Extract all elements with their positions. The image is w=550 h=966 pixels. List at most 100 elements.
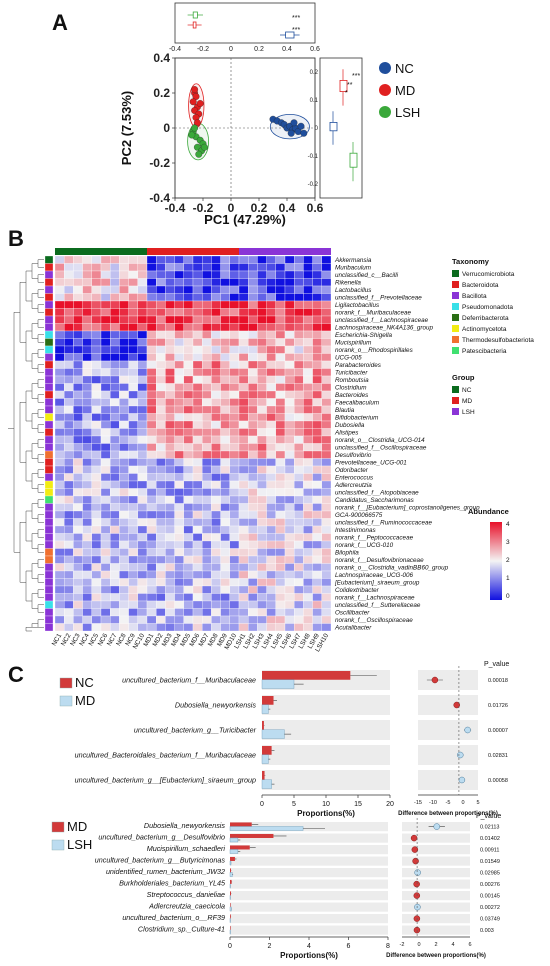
eeb-p-value: 0.00911 bbox=[480, 848, 499, 854]
heatmap-cell bbox=[100, 495, 111, 504]
heatmap-cell bbox=[146, 533, 157, 542]
heatmap-cell bbox=[275, 420, 286, 429]
heatmap-cell bbox=[238, 323, 249, 332]
heatmap-cell bbox=[156, 383, 166, 392]
heatmap-cell bbox=[229, 293, 240, 302]
heatmap-cell bbox=[321, 293, 332, 302]
heatmap-cell bbox=[192, 308, 203, 317]
heatmap-cell bbox=[156, 420, 166, 429]
heatmap-cell bbox=[82, 315, 92, 324]
heatmap-cell bbox=[257, 255, 267, 264]
heatmap-cell bbox=[64, 308, 74, 317]
heatmap-cell bbox=[266, 570, 276, 579]
heatmap-cell bbox=[192, 338, 203, 347]
heatmap-cell bbox=[266, 593, 276, 602]
pca-xtick-label: -0.2 bbox=[193, 201, 214, 215]
heatmap-cell bbox=[64, 398, 74, 407]
heatmap-cell bbox=[146, 345, 157, 354]
heatmap-cell bbox=[128, 450, 138, 459]
heatmap-cell bbox=[100, 435, 111, 444]
group-item: MD bbox=[462, 398, 472, 405]
heatmap-cell bbox=[165, 315, 175, 324]
heatmap-cell bbox=[119, 593, 129, 602]
heatmap-cell bbox=[174, 578, 184, 587]
heatmap-cell bbox=[211, 375, 221, 384]
legend-lsh-dot bbox=[379, 106, 391, 118]
dendro-branch bbox=[31, 443, 38, 459]
heatmap-cell bbox=[284, 548, 295, 557]
dendro-branch bbox=[19, 282, 26, 343]
heatmap-cell bbox=[100, 315, 111, 324]
heatmap-cell bbox=[312, 518, 322, 527]
heatmap-cell bbox=[91, 263, 102, 272]
heatmap-cell bbox=[128, 285, 138, 294]
heatmap-cell bbox=[229, 585, 240, 594]
taxonomy-item: Thermodesulfobacteriota bbox=[462, 337, 534, 344]
eeb-p-value: 0.03749 bbox=[480, 917, 500, 923]
heatmap-cell bbox=[303, 465, 313, 474]
heatmap-cell bbox=[321, 570, 332, 579]
heatmap-cell bbox=[137, 420, 148, 429]
heatmap-cell bbox=[165, 600, 175, 609]
eeb-legend-swatch bbox=[51, 821, 65, 833]
heatmap-cell bbox=[128, 593, 138, 602]
heatmap-cell bbox=[183, 420, 194, 429]
heatmap-cell bbox=[321, 540, 332, 549]
heatmap-cell bbox=[238, 495, 249, 504]
heatmap-cell bbox=[165, 540, 175, 549]
heatmap-cell bbox=[294, 300, 304, 309]
dendro-branch bbox=[25, 330, 32, 362]
heatmap-cell bbox=[156, 593, 166, 602]
heatmap-cell bbox=[202, 503, 212, 512]
heatmap-cell bbox=[137, 585, 148, 594]
heatmap-cell bbox=[146, 255, 157, 264]
eeb-bar-group2 bbox=[229, 906, 232, 912]
heatmap-cell bbox=[202, 585, 212, 594]
heatmap-cell bbox=[128, 330, 138, 339]
heatmap-cell bbox=[165, 345, 175, 354]
heatmap-cell bbox=[238, 353, 249, 362]
heatmap-cell bbox=[183, 285, 194, 294]
heatmap-cell bbox=[137, 383, 148, 392]
heatmap-cell bbox=[54, 383, 65, 392]
heatmap-cell bbox=[257, 285, 267, 294]
taxonomy-swatch bbox=[452, 281, 459, 288]
taxon-label: Lachnospiraceae_UCG-006 bbox=[335, 572, 414, 579]
heatmap-cell bbox=[303, 458, 313, 467]
phylum-cell bbox=[44, 360, 54, 369]
heatmap-cell bbox=[266, 405, 276, 414]
heatmap-cell bbox=[284, 405, 295, 414]
heatmap-cell bbox=[73, 255, 83, 264]
heatmap-cell bbox=[146, 465, 157, 474]
heatmap-cell bbox=[312, 585, 322, 594]
heatmap-cell bbox=[119, 323, 129, 332]
heatmap-cell bbox=[119, 315, 129, 324]
heatmap-cell bbox=[156, 533, 166, 542]
heatmap-cell bbox=[64, 293, 74, 302]
heatmap-cell bbox=[54, 435, 65, 444]
heatmap-cell bbox=[183, 255, 194, 264]
heatmap-cell bbox=[284, 540, 295, 549]
heatmap-cell bbox=[128, 563, 138, 572]
heatmap-cell bbox=[110, 278, 120, 287]
eeb-p-value: 0.00018 bbox=[488, 678, 508, 684]
heatmap-cell bbox=[82, 570, 92, 579]
dendro-branch bbox=[31, 473, 38, 489]
heatmap-cell bbox=[229, 600, 240, 609]
taxon-label: Muribaculum bbox=[335, 265, 371, 272]
taxon-label: norank_o__Clostridia_UCG-014 bbox=[335, 437, 425, 444]
heatmap-cell bbox=[192, 443, 203, 452]
taxon-label: norank_f__Oscillospiraceae bbox=[335, 617, 413, 624]
heatmap-cell bbox=[229, 510, 240, 519]
top-box-xtick: 0 bbox=[229, 46, 233, 53]
heatmap-cell bbox=[257, 540, 267, 549]
heatmap-cell bbox=[165, 293, 175, 302]
heatmap-cell bbox=[211, 548, 221, 557]
heatmap-cell bbox=[321, 413, 332, 422]
heatmap-cell bbox=[82, 578, 92, 587]
taxon-label: Desulfovibrio bbox=[335, 452, 372, 459]
heatmap-cell bbox=[100, 548, 111, 557]
heatmap-cell bbox=[294, 315, 304, 324]
heatmap-cell bbox=[220, 308, 230, 317]
top-box bbox=[192, 11, 198, 19]
